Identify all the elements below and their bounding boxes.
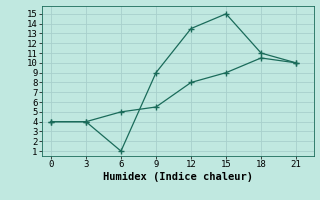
X-axis label: Humidex (Indice chaleur): Humidex (Indice chaleur) <box>103 172 252 182</box>
